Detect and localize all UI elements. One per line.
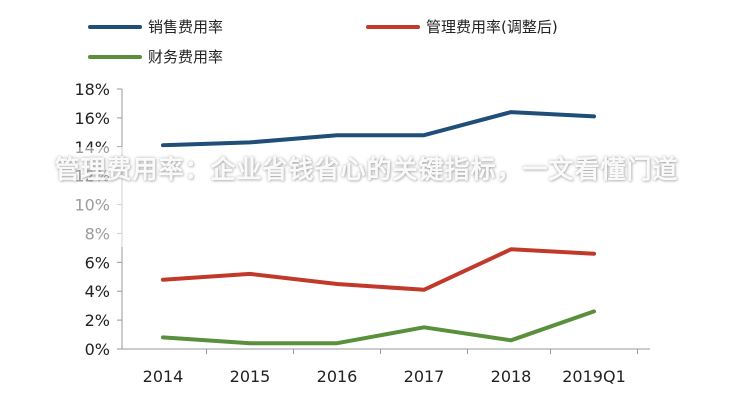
overlay-band (0, 147, 733, 247)
x-tick-label: 2017 (404, 367, 445, 386)
y-tick-label: 2% (85, 311, 110, 330)
y-tick-label: 0% (85, 340, 110, 359)
legend-label-0: 销售费用率 (148, 18, 223, 36)
chart-legend: 销售费用率 管理费用率(调整后) 财务费用率 (88, 18, 558, 66)
y-tick-label: 16% (74, 109, 110, 128)
y-tick-label: 6% (85, 253, 110, 272)
y-tick-label: 18% (74, 80, 110, 99)
chart-series (161, 110, 596, 346)
x-tick-label: 2019Q1 (562, 367, 626, 386)
series-line-1 (161, 247, 596, 292)
x-tick-label: 2018 (491, 367, 532, 386)
x-tick-label: 2014 (143, 367, 184, 386)
x-tick-label: 2015 (230, 367, 271, 386)
series-line-2 (161, 309, 596, 346)
overlay-title: 管理费用率：企业省钱省心的关键指标，一文看懂门道 (54, 155, 679, 184)
x-tick-label: 2016 (317, 367, 358, 386)
series-line-0 (161, 110, 596, 148)
legend-label-2: 财务费用率 (148, 48, 223, 66)
legend-label-1: 管理费用率(调整后) (426, 18, 558, 36)
y-tick-label: 4% (85, 282, 110, 301)
